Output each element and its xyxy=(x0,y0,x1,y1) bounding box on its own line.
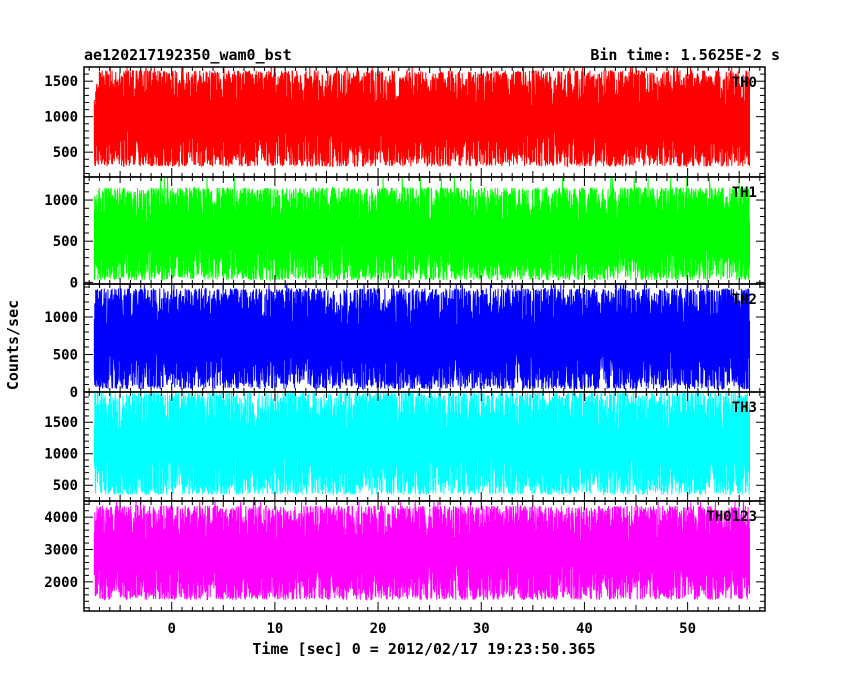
panels-layer: 500 1000 1500 TH0 0 500 1000 TH1 0 500 1000 TH2 500 1… xyxy=(44,66,766,612)
series-th1 xyxy=(93,176,751,282)
series-th3 xyxy=(93,390,751,496)
panel-th1: 0 500 1000 TH1 xyxy=(44,176,766,291)
panel-label: TH2 xyxy=(732,292,757,308)
y-tick-label: 500 xyxy=(53,478,78,494)
y-tick-label: 500 xyxy=(53,145,78,161)
y-tick-label: 1000 xyxy=(44,110,78,126)
panel-label: TH0 xyxy=(732,75,757,91)
panel-th2: 0 500 1000 TH2 xyxy=(44,283,766,401)
x-axis-label: Time [sec] 0 = 2012/02/17 19:23:50.365 xyxy=(252,640,595,658)
y-tick-label: 3000 xyxy=(44,543,78,559)
x-tick-label: 30 xyxy=(473,621,490,637)
y-tick-label: 1500 xyxy=(44,415,78,431)
series-th0123 xyxy=(93,500,751,602)
x-tick-label: 40 xyxy=(576,621,593,637)
y-tick-label: 1500 xyxy=(44,74,78,90)
bin-time-label: Bin time: 1.5625E-2 s xyxy=(590,46,780,64)
y-tick-label: 1000 xyxy=(44,310,78,326)
y-tick-label: 500 xyxy=(53,234,78,250)
series-th2 xyxy=(93,283,751,391)
y-axis-label: Counts/sec xyxy=(4,300,22,390)
y-tick-label: 0 xyxy=(70,275,78,291)
y-tick-label: 500 xyxy=(53,348,78,364)
x-tick-label: 0 xyxy=(167,621,175,637)
y-tick-label: 2000 xyxy=(44,575,78,591)
panel-th0123: 2000 3000 4000 TH0123 xyxy=(44,500,766,612)
chart-title: ae120217192350_wam0_bst xyxy=(84,46,292,64)
series-th0 xyxy=(93,66,751,169)
y-tick-label: 1000 xyxy=(44,447,78,463)
y-tick-label: 0 xyxy=(70,385,78,401)
panel-label: TH1 xyxy=(732,185,757,201)
time-axis: 0 10 20 30 40 50 xyxy=(167,621,696,637)
panel-label: TH0123 xyxy=(706,509,757,525)
x-tick-label: 10 xyxy=(266,621,283,637)
panel-th0: 500 1000 1500 TH0 xyxy=(44,66,766,178)
panel-th3: 500 1000 1500 TH3 xyxy=(44,390,766,502)
y-tick-label: 4000 xyxy=(44,510,78,526)
x-tick-label: 20 xyxy=(370,621,387,637)
panel-label: TH3 xyxy=(732,400,757,416)
x-tick-label: 50 xyxy=(679,621,696,637)
y-tick-label: 1000 xyxy=(44,193,78,209)
